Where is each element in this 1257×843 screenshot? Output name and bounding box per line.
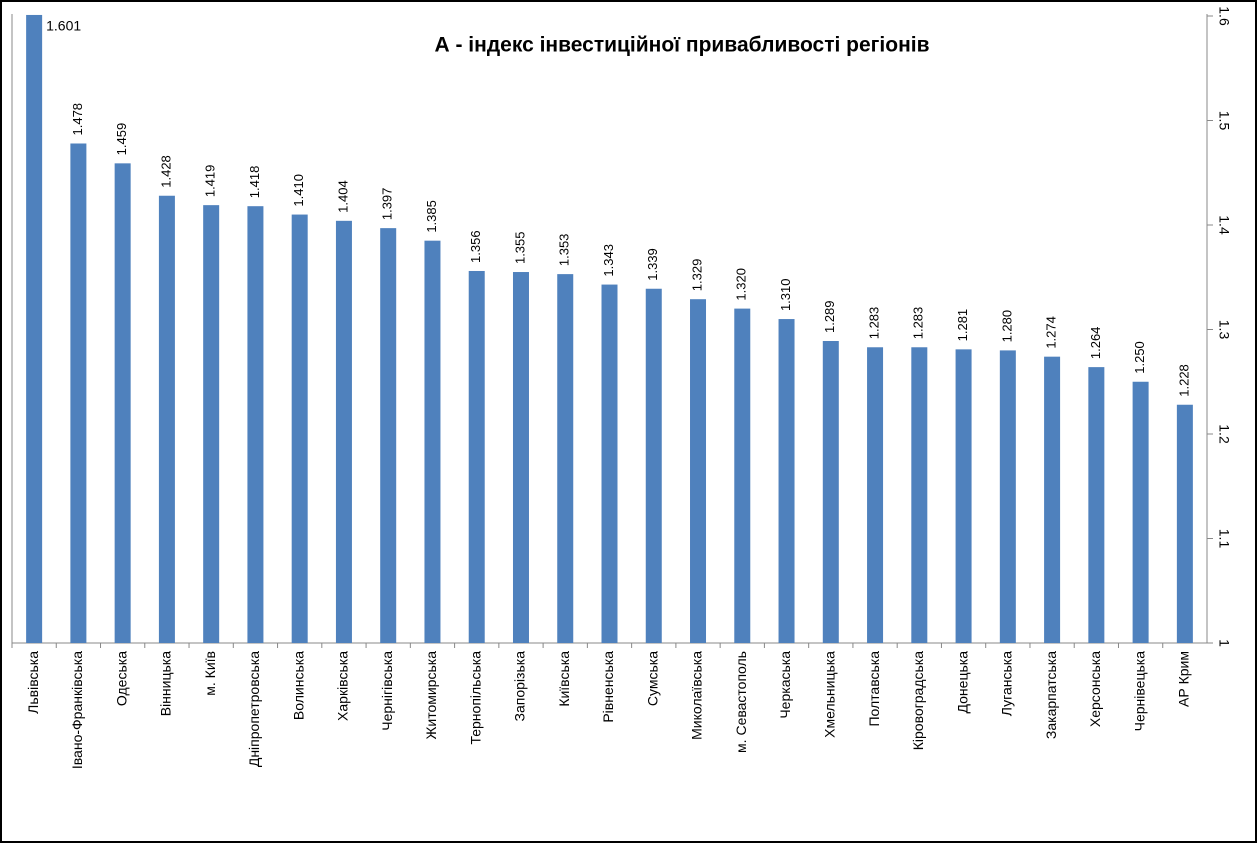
y-tick-label: 1.3 [1216,320,1232,340]
bar [1176,404,1193,643]
data-label: 1.343 [601,244,616,277]
bar [1088,367,1105,643]
x-tick-label: АР Крим [1176,651,1192,707]
bar [70,143,87,644]
bar [247,206,264,643]
x-tick-label: Рівненська [600,651,616,723]
y-tick-label: 1 [1216,639,1232,647]
x-tick-label: Закарпатська [1043,651,1059,739]
data-label: 1.355 [512,231,527,264]
data-label: 1.310 [778,279,793,312]
bar [291,214,308,644]
bar [380,228,397,643]
data-label: 1.339 [645,248,660,281]
x-tick-label: Херсонська [1087,651,1103,727]
data-label: 1.274 [1044,316,1059,349]
chart-title: А - індекс інвестиційної привабливості р… [434,34,929,57]
bar [734,308,751,643]
bar [1044,356,1061,643]
y-tick-label: 1.5 [1216,111,1232,131]
data-label: 1.329 [689,259,704,292]
bar [911,347,928,643]
x-tick-label: Полтавська [866,651,882,727]
data-label: 1.404 [335,180,350,213]
bar [778,319,795,643]
data-label: 1.478 [70,103,85,136]
bar [424,240,441,644]
x-tick-label: Житомирська [423,651,439,740]
data-label: 1.385 [424,200,439,233]
y-tick-label: 1.6 [1216,6,1232,26]
x-tick-label: Сумська [644,651,660,706]
data-label: 1.283 [866,307,881,340]
bar [645,288,662,643]
data-label: 1.428 [158,155,173,188]
x-tick-label: Київська [556,651,572,707]
bar [1132,381,1149,643]
bar [690,299,707,643]
x-tick-label: Одеська [113,651,129,706]
x-tick-label: Харківська [335,651,351,721]
x-tick-label: Вінницька [158,651,174,716]
bar [114,163,131,643]
bar [557,274,574,643]
data-label: 1.601 [46,18,81,34]
data-label: 1.459 [114,123,129,156]
data-label: 1.397 [380,188,395,221]
data-label: 1.419 [203,165,218,198]
bar [203,205,220,643]
bar [468,270,485,643]
data-label: 1.283 [911,307,926,340]
x-tick-label: Тернопільська [467,651,483,745]
y-tick-label: 1.4 [1216,215,1232,235]
data-label: 1.289 [822,300,837,333]
bar [512,272,529,643]
x-tick-label: Волинська [290,651,306,720]
y-tick-label: 1.2 [1216,424,1232,444]
bar [601,284,618,643]
data-label: 1.280 [999,310,1014,343]
bar [999,350,1016,643]
x-tick-label: Запорізька [512,651,528,722]
data-label: 1.410 [291,174,306,207]
x-tick-label: м. Київ [202,651,218,696]
x-tick-label: Чернігівська [379,651,395,731]
x-tick-label: Кіровоградська [910,651,926,750]
x-tick-label: Луганська [999,651,1015,716]
x-tick-label: Івано-Франківська [69,651,85,769]
data-label: 1.356 [468,230,483,263]
x-tick-label: Львівська [25,651,41,714]
data-label: 1.228 [1176,364,1191,397]
data-label: 1.281 [955,309,970,342]
bar [867,347,884,643]
x-tick-label: м. Севастополь [733,651,749,753]
x-tick-label: Миколаївська [689,651,705,740]
bar [955,349,972,643]
x-tick-label: Черкаська [777,651,793,719]
bar [26,14,43,643]
data-label: 1.250 [1132,341,1147,374]
data-label: 1.320 [734,268,749,301]
x-tick-label: Хмельницька [821,651,837,738]
bar [335,220,352,643]
y-tick-label: 1.1 [1216,529,1232,549]
x-tick-label: Дніпропетровська [246,651,262,767]
bar [158,195,175,644]
x-tick-label: Чернівецька [1131,651,1147,732]
data-label: 1.418 [247,166,262,199]
data-label: 1.264 [1088,327,1103,360]
data-label: 1.353 [557,234,572,267]
bar [822,340,839,643]
x-tick-label: Донецька [954,651,970,714]
